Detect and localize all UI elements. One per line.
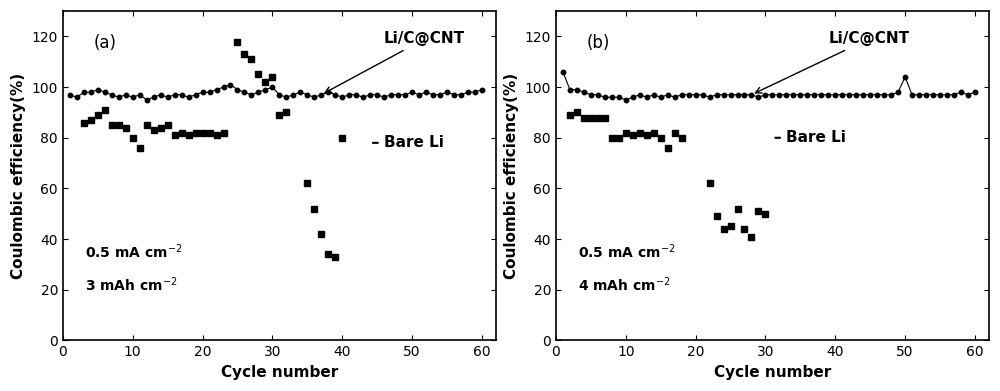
Text: 3 mAh cm$^{-2}$: 3 mAh cm$^{-2}$ — [85, 275, 177, 294]
Y-axis label: Coulombic efficiency(%): Coulombic efficiency(%) — [11, 73, 26, 279]
Text: 0.5 mA cm$^{-2}$: 0.5 mA cm$^{-2}$ — [578, 242, 675, 261]
Text: (a): (a) — [93, 34, 116, 52]
Text: Li/C@CNT: Li/C@CNT — [325, 32, 465, 93]
Text: Bare Li: Bare Li — [786, 130, 846, 145]
X-axis label: Cycle number: Cycle number — [221, 365, 338, 380]
Text: 0.5 mA cm$^{-2}$: 0.5 mA cm$^{-2}$ — [85, 242, 182, 261]
Text: Li/C@CNT: Li/C@CNT — [755, 32, 909, 93]
Text: Bare Li: Bare Li — [384, 135, 444, 151]
Y-axis label: Coulombic efficiency(%): Coulombic efficiency(%) — [504, 73, 519, 279]
Text: 4 mAh cm$^{-2}$: 4 mAh cm$^{-2}$ — [578, 275, 670, 294]
Text: (b): (b) — [586, 34, 610, 52]
X-axis label: Cycle number: Cycle number — [714, 365, 831, 380]
